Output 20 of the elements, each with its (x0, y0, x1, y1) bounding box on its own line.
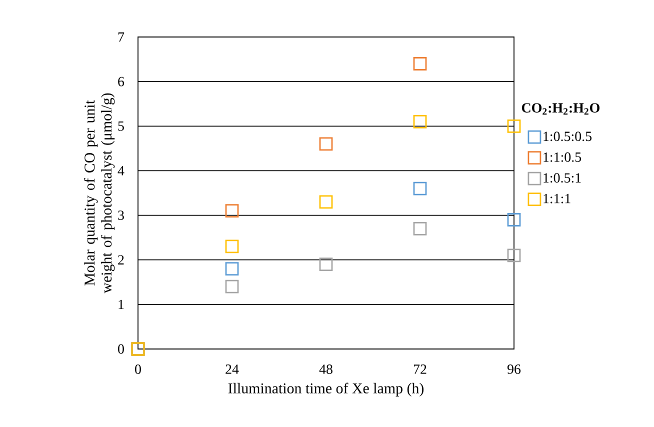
legend-label: 1:0.5:1 (544, 173, 581, 183)
x-tick-label: 72 (414, 364, 426, 374)
legend-label: 1:1:1 (544, 194, 570, 204)
x-axis-title: Illumination time of Xe lamp (h) (228, 382, 424, 396)
y-tick-label: 4 (118, 166, 124, 176)
legend-label: 1:0.5:0.5 (544, 132, 592, 142)
x-tick-label: 0 (135, 364, 141, 374)
y-tick-label: 3 (118, 210, 124, 220)
y-tick-label: 1 (118, 300, 124, 310)
y-axis-title: Molar quantity of CO per unit weight of photocatalyst (μmol/g) (84, 93, 115, 294)
y-tick-label: 7 (118, 32, 124, 42)
y-tick-label: 2 (118, 255, 124, 264)
x-tick-label: 48 (319, 364, 332, 374)
y-tick-label: 6 (118, 76, 124, 86)
y-tick-label: 0 (118, 344, 124, 354)
legend-label: 1:1:0.5 (544, 152, 582, 162)
x-tick-label: 24 (226, 364, 239, 374)
x-tick-label: 96 (507, 364, 521, 374)
text: CO$_{2}$:H$_{2}$:H$_{2}$O (522, 103, 600, 115)
y-tick-label: 5 (118, 122, 124, 131)
